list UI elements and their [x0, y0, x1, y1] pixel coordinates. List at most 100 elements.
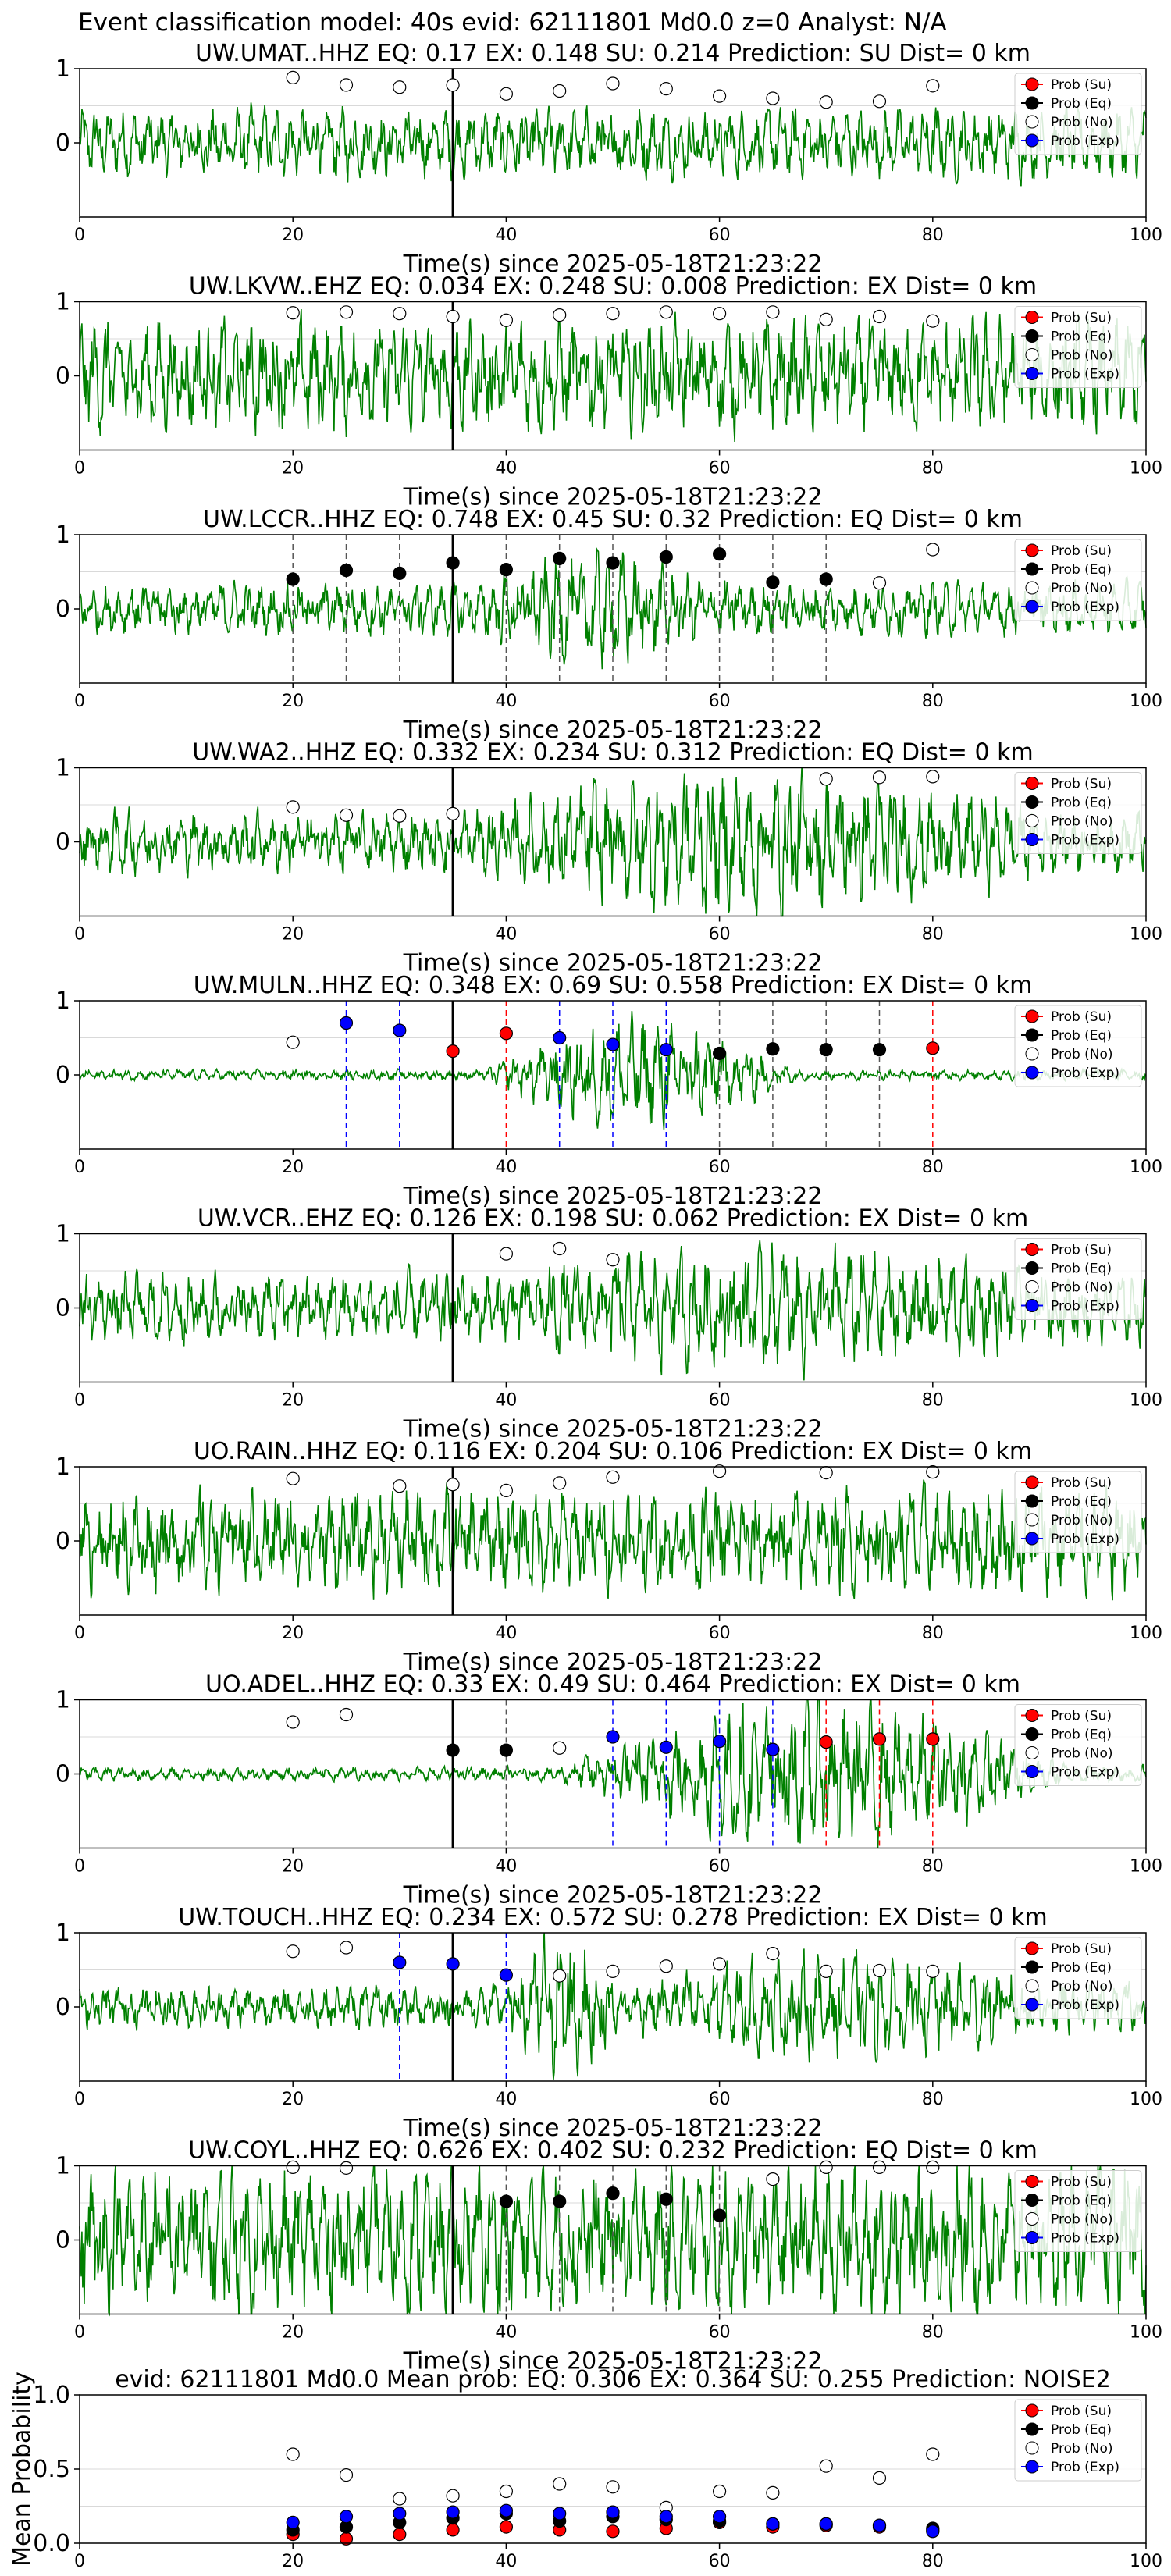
mean-prob-point-no	[712, 2484, 727, 2499]
legend-marker-eq	[1025, 329, 1039, 343]
legend-label: Prob (Exp)	[1051, 1299, 1119, 1315]
legend-marker-eq	[1025, 1494, 1039, 1508]
legend-marker-su	[1025, 1009, 1039, 1023]
x-tick-label: 0	[74, 1158, 85, 1177]
prob-point-exp	[712, 1735, 727, 1749]
waveform-trace	[79, 1932, 1147, 2080]
x-axis-label: Time(s) since 2025-05-18T21:23:22	[403, 950, 823, 977]
legend-label: Prob (Su)	[1051, 1941, 1112, 1957]
legend-box	[1014, 1937, 1142, 2019]
legend-marker-su	[1025, 1709, 1039, 1722]
mean-prob-point-su	[446, 2523, 460, 2537]
prob-point-no	[766, 91, 780, 105]
x-tick-label: 100	[1130, 1158, 1162, 1177]
legend-label: Prob (No)	[1051, 1280, 1113, 1296]
x-axis-label: Time(s) since 2025-05-18T21:23:22	[403, 484, 823, 511]
y-tick-label: 1	[55, 55, 70, 83]
y-tick-label: 0	[55, 363, 70, 390]
x-tick-label: 60	[709, 1158, 731, 1177]
mean-prob-point-exp	[393, 2507, 407, 2521]
panel-title: UW.COYL..HHZ EQ: 0.626 EX: 0.402 SU: 0.2…	[188, 2137, 1038, 2165]
x-tick-label: 60	[709, 226, 731, 245]
y-tick-label: 0	[55, 596, 70, 623]
prob-point-no	[926, 543, 940, 557]
x-tick-label: 0	[74, 459, 85, 479]
legend-label: Prob (No)	[1051, 1047, 1113, 1062]
legend-marker-no	[1025, 348, 1039, 361]
legend-label: Prob (No)	[1051, 348, 1113, 364]
panel-uw-lkvw--ehz: UW.LKVW..EHZ EQ: 0.034 EX: 0.248 SU: 0.0…	[55, 273, 1162, 511]
prob-point-no	[926, 314, 940, 328]
prob-point-exp	[393, 1023, 407, 1037]
x-tick-label: 60	[709, 2090, 731, 2109]
mean-prob-point-exp	[339, 2510, 354, 2524]
legend-label: Prob (Eq)	[1051, 2194, 1112, 2209]
mean-prob-point-exp	[712, 2510, 727, 2524]
x-tick-label: 0	[74, 1857, 85, 1877]
x-tick-label: 60	[709, 1624, 731, 1643]
legend-marker-eq	[1025, 96, 1039, 110]
x-tick-label: 0	[74, 226, 85, 245]
waveform-trace	[79, 2165, 1147, 2317]
x-tick-label: 20	[282, 1624, 304, 1643]
prob-point-no	[553, 1241, 567, 1256]
legend-label: Prob (Su)	[1051, 1475, 1112, 1491]
prob-point-eq	[499, 563, 514, 577]
x-axis-label: Time(s) since 2025-05-18T21:23:22	[403, 1183, 823, 1210]
panel-title: UO.ADEL..HHZ EQ: 0.33 EX: 0.49 SU: 0.464…	[205, 1671, 1020, 1699]
waveform-trace	[79, 308, 1147, 443]
mean-prob-point-no	[872, 2471, 887, 2485]
legend-marker-eq	[1025, 1261, 1039, 1275]
prob-point-eq	[553, 2194, 567, 2208]
prob-point-no	[606, 1470, 620, 1484]
legend-label: Prob (No)	[1051, 1979, 1113, 1994]
legend-box	[1014, 1238, 1142, 1320]
legend-marker-exp	[1025, 1765, 1039, 1778]
y-tick-label: 0	[55, 1528, 70, 1555]
prob-point-no	[819, 2160, 833, 2174]
prob-point-no	[446, 806, 460, 821]
y-tick-label: 0	[55, 1761, 70, 1788]
mean-prob-point-exp	[446, 2505, 460, 2519]
legend-marker-exp	[1025, 367, 1039, 380]
mean-prob-point-no	[606, 2480, 620, 2494]
prob-point-eq	[606, 2186, 620, 2201]
prob-point-no	[446, 78, 460, 92]
prob-point-no	[819, 1964, 833, 1978]
mean-prob-point-exp	[553, 2507, 567, 2521]
prob-point-no	[339, 1707, 354, 1722]
x-tick-label: 80	[922, 925, 944, 945]
legend-marker-no	[1025, 1513, 1039, 1527]
y-tick-label: 1	[55, 755, 70, 782]
legend-marker-su	[1025, 311, 1039, 324]
prob-point-eq	[712, 547, 727, 561]
legend-label: Prob (Su)	[1051, 777, 1112, 792]
panel-uw-lccr--hhz: UW.LCCR..HHZ EQ: 0.748 EX: 0.45 SU: 0.32…	[55, 506, 1162, 744]
legend-label: Prob (Exp)	[1051, 1532, 1119, 1547]
legend-marker-su	[1025, 1941, 1039, 1955]
legend-label: Prob (No)	[1051, 1513, 1113, 1528]
prob-point-eq	[339, 563, 354, 578]
legend-marker-exp	[1025, 1299, 1039, 1312]
legend-box	[1014, 2399, 1142, 2482]
panel-uo-adel--hhz: UO.ADEL..HHZ EQ: 0.33 EX: 0.49 SU: 0.464…	[55, 1671, 1162, 1909]
prob-point-eq	[766, 1042, 780, 1056]
prob-point-no	[872, 1963, 887, 1978]
prob-point-su	[926, 1041, 940, 1055]
x-tick-label: 80	[922, 1857, 944, 1877]
x-axis-label: Time(s) since 2025-05-18T21:23:22	[403, 2115, 823, 2142]
legend-marker-eq	[1025, 1727, 1039, 1741]
x-axis-label: Time(s) since 2025-05-18T21:23:22	[403, 1416, 823, 1443]
prob-point-no	[766, 305, 780, 319]
prob-point-no	[393, 80, 407, 94]
x-tick-label: 100	[1130, 2090, 1162, 2109]
prob-point-no	[339, 1941, 354, 1955]
mean-prob-point-no	[499, 2484, 514, 2499]
panel-mean-probability: evid: 62111801 Md0.0 Mean prob: EQ: 0.30…	[9, 2366, 1162, 2571]
prob-point-no	[659, 305, 673, 319]
prob-point-no	[393, 1479, 407, 1493]
prob-point-no	[286, 1035, 300, 1049]
prob-point-eq	[819, 1043, 833, 1057]
prob-point-exp	[393, 1955, 407, 1969]
prob-point-no	[712, 1464, 727, 1478]
